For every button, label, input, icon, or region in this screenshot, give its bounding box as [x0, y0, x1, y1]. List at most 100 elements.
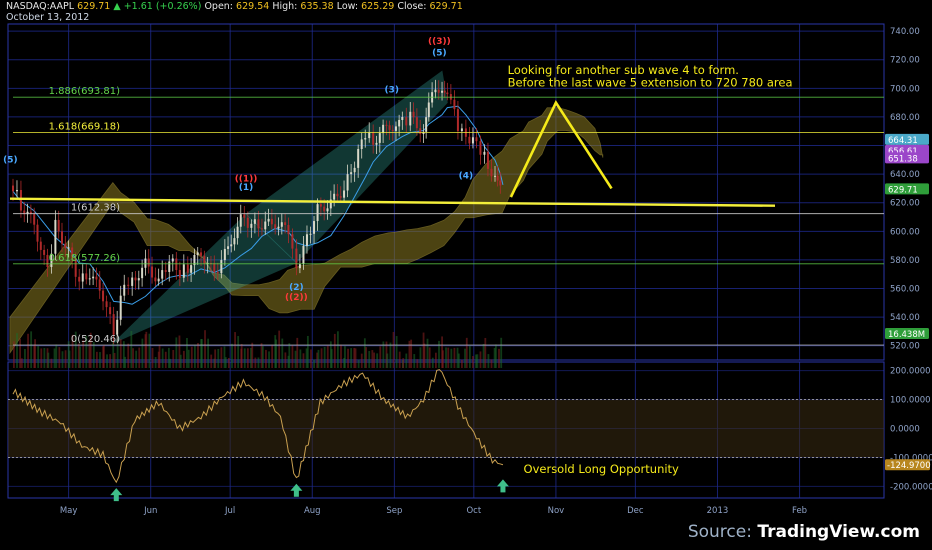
volume-bar — [376, 353, 379, 368]
wave-label: (1) — [239, 183, 254, 193]
volume-bar — [24, 348, 26, 368]
candle-body — [357, 148, 360, 168]
candle-body — [425, 117, 428, 132]
candle-body — [302, 245, 305, 265]
volume-bar — [34, 339, 36, 368]
candle-body — [295, 248, 298, 269]
candle-body — [339, 196, 342, 198]
volume-bar — [305, 348, 308, 368]
price-tag-box — [885, 152, 929, 164]
volume-bar — [416, 359, 419, 368]
candle-body — [54, 219, 57, 254]
candle-body — [43, 249, 46, 255]
volume-bar — [223, 346, 226, 368]
volume-bar — [214, 349, 217, 368]
candle-body — [95, 276, 98, 280]
candle-body — [468, 136, 471, 144]
price-tag-box — [885, 183, 929, 195]
wave-label: (3) — [384, 86, 399, 96]
candle-body — [15, 190, 18, 192]
volume-bar — [82, 340, 85, 368]
price-axis: 520.00 540.00 560.00 580.00 600.00 620.00 640.… — [890, 27, 920, 352]
up-arrow-icon — [496, 479, 509, 493]
candle-body — [368, 132, 371, 139]
volume-bar — [89, 332, 92, 368]
volume-bar — [476, 354, 479, 368]
volume-bar — [360, 353, 363, 368]
candle-body — [360, 139, 363, 149]
volume-bar — [112, 341, 115, 368]
volume-bar — [490, 359, 493, 368]
volume-bar — [340, 344, 342, 368]
candle-body — [267, 218, 270, 222]
candle-body — [443, 90, 446, 93]
candle-body — [98, 279, 101, 291]
price-tick-label: 600.00 — [890, 227, 920, 237]
candle-body — [144, 258, 147, 268]
candle-body — [343, 190, 346, 198]
volume-bar — [426, 338, 429, 368]
candle-body — [475, 137, 478, 142]
candle-body — [372, 132, 375, 145]
candle-body — [216, 272, 219, 274]
cci-tick-label: 100.0000 — [890, 396, 931, 406]
volume-bar — [151, 348, 154, 368]
candle-body — [323, 206, 326, 212]
candle-body — [137, 278, 140, 281]
volume-bar — [320, 348, 323, 368]
candle-body — [29, 211, 32, 215]
volume-bar — [265, 349, 267, 368]
candle-body — [287, 225, 290, 235]
candle-body — [246, 217, 249, 228]
volume-bar — [164, 351, 167, 368]
volume-bar — [288, 343, 291, 368]
candle-body — [250, 223, 253, 228]
candle-body — [233, 238, 236, 245]
candle-body — [441, 90, 444, 93]
candle-body — [88, 278, 91, 280]
price-tick-label: 680.00 — [890, 113, 920, 123]
volume-bar — [317, 349, 320, 368]
candle-body — [298, 264, 301, 269]
cci-line — [12, 369, 504, 484]
candle-body — [329, 199, 332, 209]
volume-bar — [237, 336, 240, 368]
candle-body — [102, 290, 105, 302]
candle-body — [375, 142, 378, 145]
volume-bar — [74, 331, 77, 368]
price-tag-label: 16.438M — [888, 330, 925, 340]
symbol-label: NASDAQ:AAPL — [6, 1, 75, 12]
candle-body — [401, 116, 404, 120]
volume-bar — [197, 342, 199, 368]
candle-body — [277, 226, 280, 229]
volume-bar — [109, 354, 112, 368]
candle-body — [50, 253, 53, 267]
candle-body — [427, 102, 430, 118]
cci-current-tag — [885, 459, 930, 471]
volume-bar — [127, 343, 130, 368]
candle-body — [178, 269, 181, 278]
volume-bar — [182, 350, 185, 368]
price-tick-label: 640.00 — [890, 170, 920, 180]
high-value: 635.38 — [300, 1, 334, 12]
candle-body — [36, 224, 39, 242]
candle-body — [496, 175, 499, 181]
cci-tick-label: 0.0000 — [890, 425, 920, 435]
cci-current-label: -124.9700 — [887, 461, 931, 471]
volume-bar — [472, 356, 474, 368]
candle-body — [336, 193, 339, 197]
volume-bar — [373, 352, 375, 368]
time-tick-label: Oct — [466, 506, 481, 516]
volume-bar — [482, 344, 485, 368]
volume-bar — [148, 333, 151, 368]
volume-bar — [169, 358, 172, 368]
volume-bar — [306, 335, 309, 368]
volume-bar — [175, 337, 178, 368]
volume-bar — [190, 346, 193, 368]
source-brand[interactable]: TradingView.com — [757, 522, 920, 542]
candle-body — [154, 277, 157, 282]
cci-annotation: Oversold Long Opportunity — [524, 462, 680, 476]
volume-bar — [379, 346, 382, 368]
volume-bar — [316, 352, 319, 368]
